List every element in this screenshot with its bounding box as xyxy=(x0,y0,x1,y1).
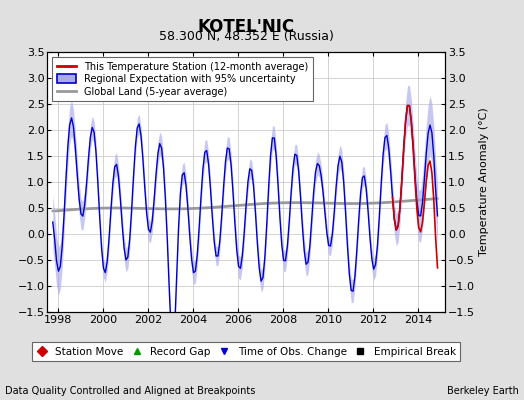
Text: Berkeley Earth: Berkeley Earth xyxy=(447,386,519,396)
Text: 58.300 N, 48.352 E (Russia): 58.300 N, 48.352 E (Russia) xyxy=(159,30,334,43)
Legend: This Temperature Station (12-month average), Regional Expectation with 95% uncer: This Temperature Station (12-month avera… xyxy=(52,57,313,102)
Text: KOTEL'NIC: KOTEL'NIC xyxy=(198,18,295,36)
Y-axis label: Temperature Anomaly (°C): Temperature Anomaly (°C) xyxy=(479,108,489,256)
Legend: Station Move, Record Gap, Time of Obs. Change, Empirical Break: Station Move, Record Gap, Time of Obs. C… xyxy=(32,342,460,361)
Text: Data Quality Controlled and Aligned at Breakpoints: Data Quality Controlled and Aligned at B… xyxy=(5,386,256,396)
